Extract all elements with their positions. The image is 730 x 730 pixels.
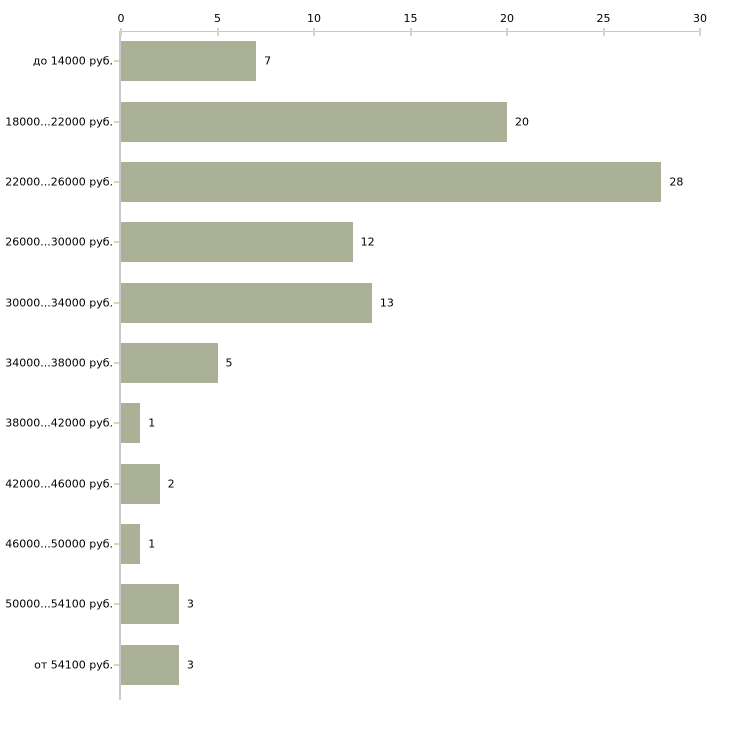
x-axis-tick-label: 10 xyxy=(307,12,321,25)
y-axis-tick-mark xyxy=(114,180,119,183)
value-label: 1 xyxy=(148,537,156,551)
x-axis-tick-label: 25 xyxy=(596,12,611,25)
category-label: 38000...42000 руб. xyxy=(5,416,113,430)
category-label: от 54100 руб. xyxy=(34,658,113,672)
y-axis-tick-mark xyxy=(114,301,119,304)
category-label: до 14000 руб. xyxy=(32,54,113,68)
bar-row: 42000...46000 руб. 2 xyxy=(5,454,700,514)
value-label: 1 xyxy=(148,416,156,430)
value-label: 7 xyxy=(264,54,272,68)
x-axis-tick-label: 30 xyxy=(693,12,707,25)
value-label: 20 xyxy=(515,115,529,129)
bar-row: 50000...54100 руб. 3 xyxy=(5,574,700,634)
x-axis-tick-mark xyxy=(313,28,315,36)
y-axis-tick-mark xyxy=(114,120,119,123)
y-axis-tick-mark xyxy=(114,543,119,546)
bar xyxy=(121,524,141,565)
bar xyxy=(121,403,141,444)
y-axis-tick-mark xyxy=(114,603,119,606)
category-label: 18000...22000 руб. xyxy=(5,115,113,129)
x-axis-tick-mark xyxy=(699,28,701,36)
x-axis-tick-mark xyxy=(409,28,412,36)
category-label: 46000...50000 руб. xyxy=(5,537,113,551)
bar-row: от 54100 руб. 3 xyxy=(34,635,700,695)
bar xyxy=(121,463,160,504)
x-axis-tick-label: 20 xyxy=(500,12,514,25)
bar-row: до 14000 руб. 7 xyxy=(33,31,700,91)
x-axis-tick-mark xyxy=(120,28,122,36)
plot-area: 0 5 10 15 20 25 30 до 14000 руб. 7 18000...22000 … xyxy=(5,12,707,700)
bar xyxy=(121,644,179,685)
x-axis-tick-mark xyxy=(602,28,605,36)
x-axis-tick-mark xyxy=(506,28,508,36)
y-axis-tick-mark xyxy=(114,422,119,425)
bar xyxy=(121,101,507,142)
bar xyxy=(121,282,372,323)
bar-row: 18000...22000 руб. 20 xyxy=(5,91,700,151)
value-label: 12 xyxy=(360,235,375,249)
category-label: 26000...30000 руб. xyxy=(5,235,113,249)
category-label: 22000...26000 руб. xyxy=(5,175,113,189)
bar-row: 34000...38000 руб. 5 xyxy=(5,333,700,393)
bar-row: 22000...26000 руб. 28 xyxy=(5,152,700,212)
value-label: 3 xyxy=(186,658,194,672)
y-axis-line xyxy=(119,31,121,700)
bar xyxy=(121,342,218,383)
bar-row: 46000...50000 руб. 1 xyxy=(5,514,700,574)
bar xyxy=(121,161,662,202)
value-label: 3 xyxy=(186,597,194,611)
y-axis-tick-mark xyxy=(114,663,119,666)
bar-row: 30000...34000 руб. 13 xyxy=(5,272,700,332)
x-axis-tick-label: 5 xyxy=(214,12,221,25)
bar-row: 26000...30000 руб. 12 xyxy=(5,212,700,272)
bar xyxy=(121,584,179,625)
x-axis-tick-label: 0 xyxy=(117,12,125,25)
y-axis-tick-mark xyxy=(114,361,119,364)
y-axis-tick-mark xyxy=(114,241,119,244)
value-label: 13 xyxy=(379,296,394,310)
y-axis-tick-mark xyxy=(114,482,119,485)
category-label: 50000...54100 руб. xyxy=(5,597,113,611)
x-axis-tick-label: 15 xyxy=(403,12,418,25)
x-axis-tick-mark xyxy=(216,28,219,36)
bar xyxy=(121,222,353,263)
value-label: 28 xyxy=(669,175,684,189)
value-label: 2 xyxy=(167,477,175,491)
y-axis-tick-mark xyxy=(114,60,119,63)
category-label: 30000...34000 руб. xyxy=(5,296,113,310)
category-label: 34000...38000 руб. xyxy=(5,356,113,370)
category-label: 42000...46000 руб. xyxy=(5,477,113,491)
bar-row: 38000...42000 руб. 1 xyxy=(5,393,700,453)
value-label: 5 xyxy=(225,356,233,370)
bar xyxy=(121,41,257,82)
